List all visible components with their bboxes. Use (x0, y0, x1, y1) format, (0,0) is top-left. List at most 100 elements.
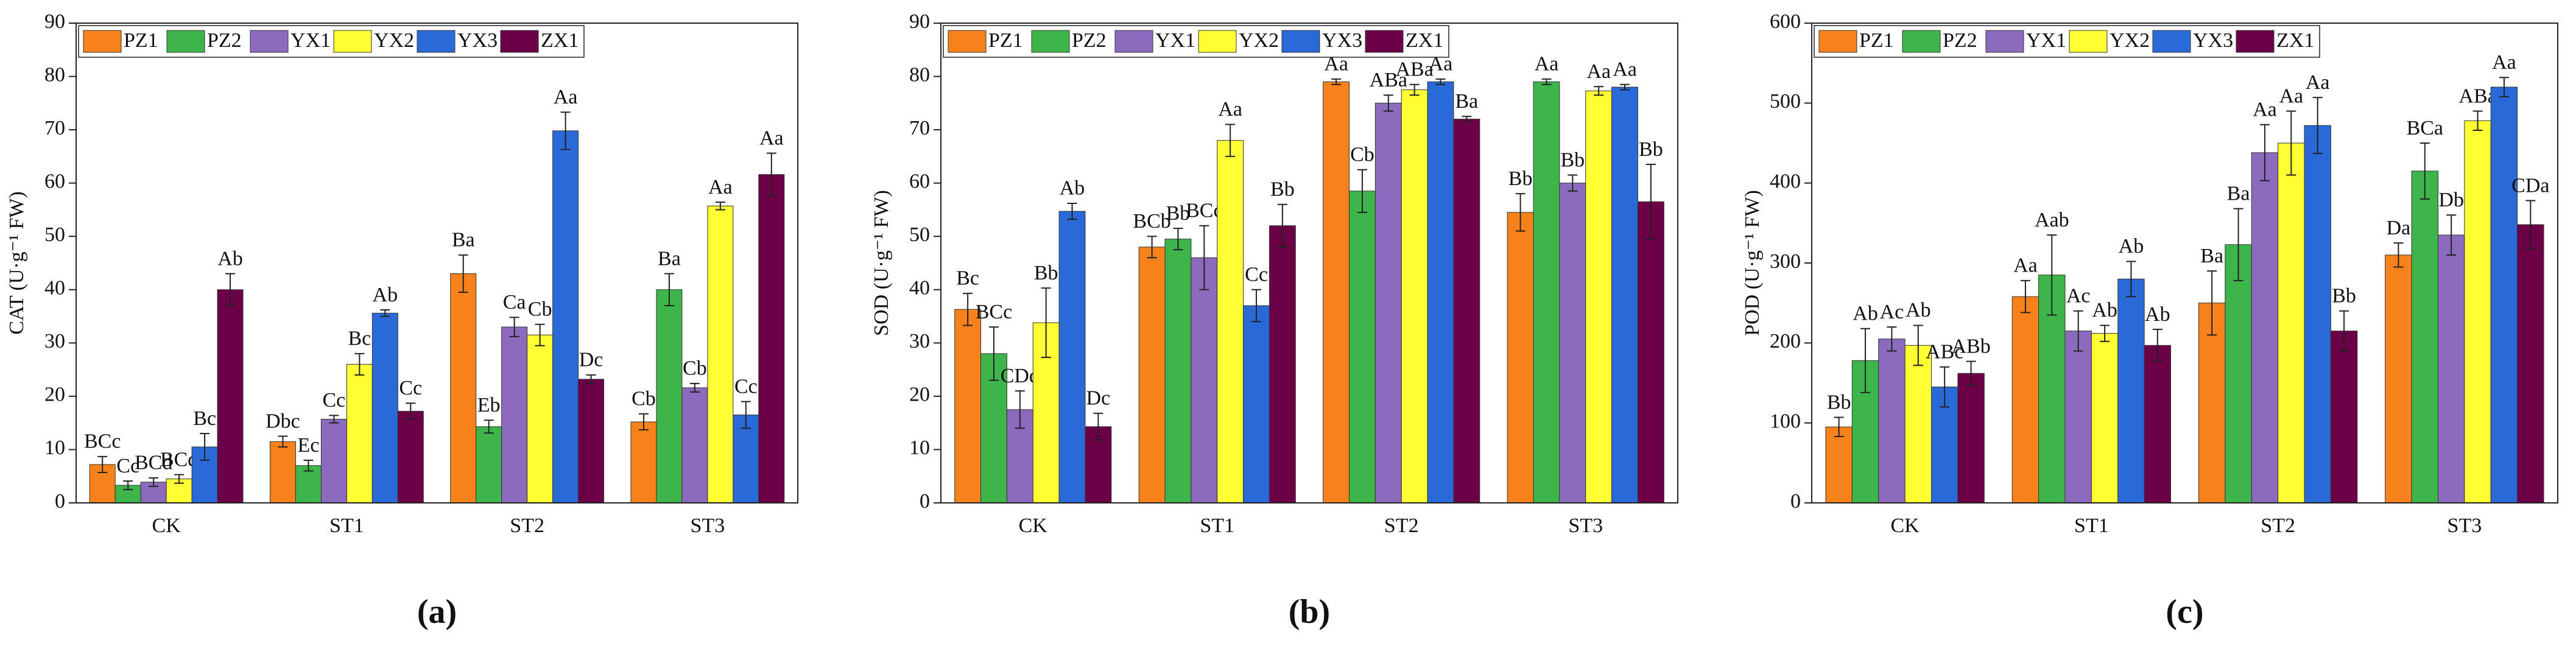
bar (2091, 333, 2119, 503)
significance-label: Ec (297, 434, 319, 457)
bar (346, 363, 373, 503)
bar (371, 312, 398, 503)
x-tick-label: CK (1019, 514, 1048, 537)
y-tick-label: 600 (1770, 10, 1801, 33)
y-tick-label: 500 (1770, 90, 1801, 113)
bar (954, 309, 982, 503)
bar (1637, 201, 1664, 503)
y-tick-label: 40 (909, 277, 930, 300)
legend-label: YX1 (1155, 29, 1195, 52)
significance-label: BCa (2407, 117, 2443, 139)
significance-label: Bb (1270, 178, 1295, 200)
significance-label: Ab (2145, 303, 2170, 326)
legend-swatch (2152, 30, 2191, 53)
significance-label: BCc (84, 430, 121, 453)
significance-label: Ab (1853, 302, 1878, 324)
significance-label: Bc (193, 407, 216, 430)
bar (1323, 81, 1350, 503)
significance-label: ABa (1396, 58, 1434, 80)
y-axis-label: SOD (U·g⁻¹ FW) (870, 190, 893, 336)
significance-label: Ba (1455, 90, 1478, 113)
significance-label: Ab (217, 247, 243, 270)
significance-label: Aa (2013, 254, 2038, 277)
y-tick-label: 0 (1790, 490, 1801, 513)
significance-label: Aa (1586, 60, 1611, 83)
significance-label: Bb (1827, 391, 1851, 413)
plot-frame (1811, 23, 2558, 503)
significance-label: Aa (2253, 99, 2277, 121)
bar (1427, 81, 1454, 503)
legend-swatch (1365, 30, 1404, 53)
significance-label: Bb (2332, 285, 2356, 307)
y-tick-label: 40 (44, 277, 65, 300)
panel-label: (b) (1289, 593, 1330, 631)
significance-label: Dc (579, 349, 604, 371)
x-tick-label: ST2 (1384, 514, 1419, 537)
bar (2278, 142, 2305, 503)
legend-label: PZ2 (207, 29, 242, 52)
significance-label: CDa (2511, 174, 2549, 197)
legend-label: PZ1 (1859, 29, 1894, 52)
y-tick-label: 10 (44, 437, 65, 459)
bar (2064, 331, 2092, 503)
significance-label: Aa (554, 86, 578, 108)
legend-swatch (166, 30, 205, 53)
y-tick-label: 10 (909, 437, 930, 459)
legend-box (78, 25, 585, 58)
legend-swatch (1818, 30, 1857, 53)
bar (295, 465, 322, 503)
legend-label: PZ1 (124, 29, 158, 52)
significance-label: BCc (976, 301, 1012, 323)
plot-frame (76, 23, 798, 503)
legend-swatch (500, 30, 539, 53)
legend-box (943, 25, 1449, 58)
y-axis-label: CAT (U·g⁻¹ FW) (5, 191, 28, 334)
legend-label: PZ2 (1072, 29, 1107, 52)
bar (397, 410, 424, 503)
bar (1559, 183, 1586, 503)
significance-label: Ac (2066, 285, 2091, 307)
significance-label: BCc (1186, 200, 1222, 222)
y-tick-label: 80 (909, 63, 930, 86)
x-tick-label: ST3 (1568, 514, 1603, 537)
y-tick-label: 90 (909, 10, 930, 33)
bar (681, 387, 708, 503)
legend-label: YX3 (1322, 29, 1362, 52)
x-tick-label: ST3 (2448, 514, 2482, 537)
bar (269, 441, 296, 503)
legend-swatch (333, 30, 372, 53)
legend-label: YX1 (290, 29, 331, 52)
bar (2117, 278, 2145, 503)
significance-label: Ba (452, 229, 475, 251)
bar (2517, 224, 2544, 503)
bar (476, 426, 502, 503)
y-tick-label: 50 (909, 223, 930, 246)
significance-label: Aa (1218, 98, 1242, 121)
legend-swatch (2069, 30, 2108, 53)
y-tick-label: 20 (44, 384, 65, 406)
significance-label: Ab (2119, 235, 2144, 258)
bar (1533, 81, 1560, 503)
bar (1611, 86, 1638, 503)
x-tick-label: CK (1891, 514, 1920, 537)
bar (2385, 254, 2412, 503)
significance-label: BCb (1133, 210, 1170, 233)
x-tick-label: ST3 (691, 514, 725, 537)
legend-swatch (948, 30, 987, 53)
y-tick-label: 80 (44, 63, 65, 86)
significance-label: Dbc (266, 410, 300, 432)
significance-label: Bb (1166, 202, 1191, 225)
bar (501, 326, 528, 503)
bar (1453, 119, 1480, 503)
significance-label: Cc (1245, 264, 1268, 286)
significance-label: Ab (1060, 177, 1085, 200)
significance-label: Bb (1508, 167, 1533, 190)
significance-label: Aa (759, 127, 784, 149)
legend-swatch (250, 30, 289, 53)
significance-label: Dc (1086, 387, 1111, 410)
bar (1217, 140, 1244, 503)
significance-label: Bb (1560, 149, 1585, 171)
significance-label: Ba (2200, 245, 2223, 267)
legend-swatch (1985, 30, 2024, 53)
bar (1243, 305, 1270, 503)
